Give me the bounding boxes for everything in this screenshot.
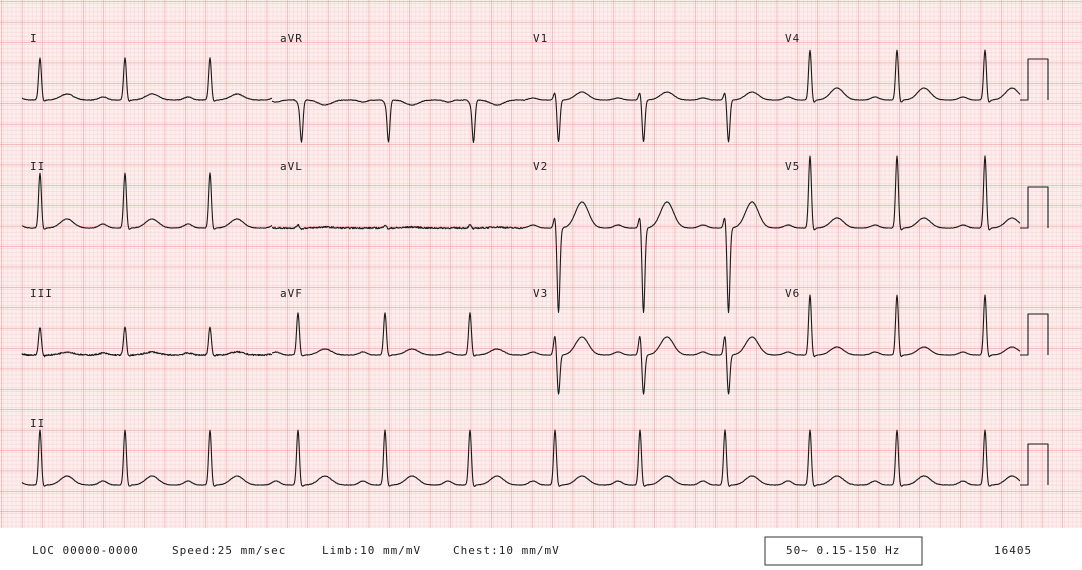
calibration-pulse (1020, 186, 1049, 229)
calibration-pulse (1020, 443, 1049, 486)
speed: Speed:25 mm/sec (172, 544, 286, 557)
lead-label: V4 (785, 32, 800, 45)
lead-label: aVL (280, 160, 303, 173)
ecg-trace (21, 57, 273, 102)
calibration-pulse (1020, 58, 1049, 101)
lead-label: V1 (533, 32, 548, 45)
ecg-trace (21, 326, 273, 358)
grid (0, 0, 1082, 528)
lead-label: V3 (533, 287, 548, 300)
lead-label: V6 (785, 287, 800, 300)
ecg-trace (776, 294, 1021, 358)
chest-gain: Chest:10 mm/mV (453, 544, 560, 557)
lead-label: III (30, 287, 53, 300)
lead-label: II (30, 160, 45, 173)
limb-gain: Limb:10 mm/mV (322, 544, 421, 557)
footer: LOC 00000-0000 Speed:25 mm/sec Limb:10 m… (32, 536, 1032, 566)
ecg-trace (271, 99, 526, 143)
ecg-trace (776, 49, 1021, 103)
ecg-trace (271, 312, 526, 357)
lead-label: aVR (280, 32, 303, 45)
filter-box (764, 536, 923, 566)
record-id: 16405 (994, 544, 1032, 557)
ecg-trace (271, 223, 526, 231)
ecg-trace (524, 201, 778, 314)
calibration-pulse (1020, 313, 1049, 356)
traces (21, 49, 1049, 487)
lead-label: V2 (533, 160, 548, 173)
lead-label: I (30, 32, 38, 45)
ecg-trace (776, 155, 1021, 231)
location: LOC 00000-0000 (32, 544, 139, 557)
ecg-trace (21, 172, 273, 230)
ecg-trace (524, 91, 778, 143)
ecg-trace (524, 336, 778, 395)
filter: 50~ 0.15-150 Hz (786, 544, 900, 557)
lead-label: V5 (785, 160, 800, 173)
ecg-trace (21, 429, 1021, 487)
lead-label: II (30, 417, 45, 430)
lead-label: aVF (280, 287, 303, 300)
